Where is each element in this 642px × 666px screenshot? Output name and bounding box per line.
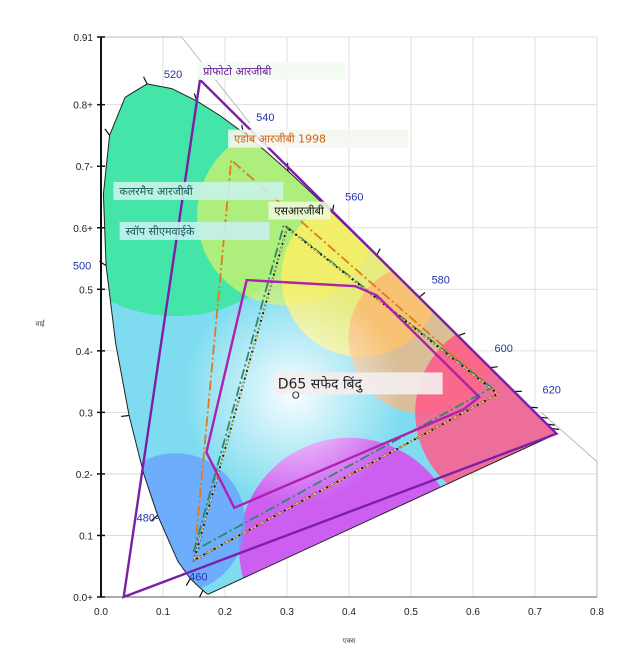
wavelength-label-560: 560 <box>345 192 363 204</box>
gamut-srgb-inner <box>193 226 499 562</box>
plot-frame <box>100 36 598 598</box>
white-point-label: D65 सफेद बिंदु <box>278 375 364 393</box>
wavelength-label-540: 540 <box>256 112 274 124</box>
wavelength-label-480-: 480- <box>137 512 159 524</box>
wavelength-label-500: 500 <box>73 261 91 273</box>
y-axis-label: वाई <box>35 319 45 328</box>
locus-tick-16 <box>104 128 111 136</box>
gamut-label-1: एडोब आरजीबी 1998 <box>234 133 326 146</box>
y-tick-label-6: 0.6+ <box>73 224 93 235</box>
x-tick-label-0: 0.0 <box>94 607 108 618</box>
y-tick-label-5: 0.5 <box>79 285 93 296</box>
x-tick-label-6: 0.6 <box>466 607 480 618</box>
locus-tick-12 <box>121 414 130 418</box>
x-tick-label-5: 0.5 <box>404 607 418 618</box>
y-tick-label-8: 0.8+ <box>73 101 93 112</box>
x-tick-label-2: 0.2 <box>218 607 232 618</box>
locus-tick-8 <box>185 578 191 586</box>
gamut-label-box-0 <box>197 61 346 80</box>
gamut-label-4: स्वॉप सीएमवाईके <box>126 225 195 238</box>
gamut-label-2: कलरमैच आरजीबी <box>119 185 192 198</box>
y-tick-label-2: 0.2- <box>76 470 93 481</box>
y-tick-label-9: 0.91 <box>74 33 94 44</box>
gamut-0 <box>122 77 559 599</box>
chart-labels: 0.0 0.1 0.2 0.3 0.4 0.5 0.6 0.7 0.8 0.0+ 0.1 0.2- 0.… <box>35 33 604 645</box>
locus-tick-10 <box>151 514 158 521</box>
gamut-label-box-1 <box>228 129 409 148</box>
white-point-label-box <box>274 372 443 395</box>
spectral-locus-fill <box>103 83 557 595</box>
gamut-triangles <box>122 77 559 599</box>
x-tick-label-1: 0.1 <box>156 607 170 618</box>
frame-top-edge <box>101 36 251 124</box>
wavelength-label-460: 460 <box>189 572 207 584</box>
white-point-marker: O <box>292 391 300 402</box>
locus-tick-6 <box>198 590 204 598</box>
locus-tick-18 <box>142 76 148 85</box>
y-tick-label-4: 0.4- <box>76 347 93 358</box>
gamut-label-box-4 <box>119 221 270 240</box>
frame-right-edge <box>540 412 598 597</box>
wavelength-label-520: 520 <box>164 69 182 81</box>
locus-tick-14 <box>99 260 107 267</box>
wavelength-label-580: 580 <box>432 275 450 287</box>
x-axis-label: एक्स <box>343 637 356 645</box>
gamut-label-box-2 <box>113 181 284 200</box>
gamut-label-3: एसआरजीबी <box>274 205 324 218</box>
wavelength-label-620: 620 <box>543 384 561 396</box>
x-tick-label-3: 0.3 <box>280 607 294 618</box>
y-tick-label-0: 0.0+ <box>73 593 93 604</box>
gamut-label-box-3 <box>268 201 331 220</box>
y-tick-label-7: 0.7- <box>76 162 93 173</box>
y-tick-label-1: 0.1 <box>79 531 93 542</box>
gamut-4 <box>205 278 482 510</box>
y-tick-label-3: 0.3 <box>79 408 93 419</box>
x-tick-label-4: 0.4 <box>342 607 356 618</box>
x-tick-label-8: 0.8 <box>590 607 604 618</box>
x-tick-label-7: 0.7 <box>528 607 542 618</box>
wavelength-label-600: 600 <box>495 343 513 355</box>
gamut-label-0: प्रोफोटो आरजीबी <box>203 65 271 78</box>
